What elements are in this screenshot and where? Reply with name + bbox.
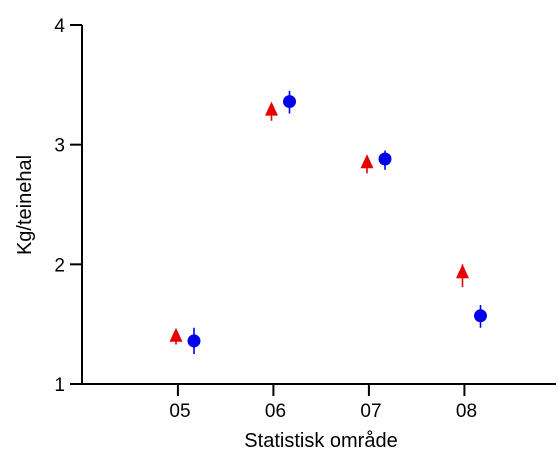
circle-marker: [378, 152, 392, 166]
x-axis-title: Statistisk område: [244, 430, 397, 452]
y-axis-title: Kg/teinehal: [14, 155, 36, 255]
y-tick-label: 1: [54, 375, 65, 396]
y-tick-label: 2: [54, 255, 65, 276]
x-tick-label: 08: [456, 401, 477, 422]
data-marks: [169, 90, 487, 355]
x-tick-label: 06: [265, 401, 286, 422]
axes: 1 2 3 4 05 06 07 08: [54, 16, 556, 422]
y-tick-label: 4: [54, 16, 65, 37]
triangle-marker: [360, 154, 374, 169]
triangle-marker: [169, 327, 183, 342]
triangle-marker: [456, 264, 469, 279]
x-tick-label: 05: [169, 401, 190, 422]
circle-marker: [474, 309, 487, 323]
circle-marker: [187, 334, 201, 348]
y-tick-label: 3: [54, 136, 65, 157]
triangle-marker: [265, 101, 278, 116]
x-tick-label: 07: [360, 401, 381, 422]
axis-labels: Statistisk område Kg/teinehal: [14, 155, 398, 452]
circle-marker: [283, 95, 296, 109]
